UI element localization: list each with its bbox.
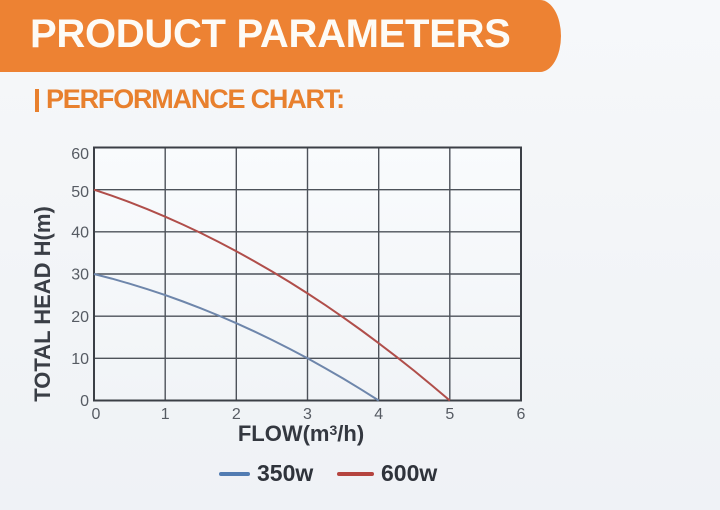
svg-text:40: 40 [71, 225, 89, 242]
svg-text:6: 6 [517, 406, 526, 423]
svg-text:30: 30 [71, 267, 89, 284]
svg-text:4: 4 [374, 406, 383, 423]
svg-text:50: 50 [71, 184, 89, 201]
svg-text:TOTAL HEAD H(m): TOTAL HEAD H(m) [30, 206, 55, 402]
svg-text:60: 60 [71, 146, 89, 163]
svg-text:2: 2 [232, 406, 241, 423]
svg-text:20: 20 [71, 309, 89, 326]
svg-text:1: 1 [161, 406, 170, 423]
svg-text:10: 10 [71, 351, 89, 368]
svg-text:FLOW(m3/h): FLOW(m3/h) [238, 421, 364, 446]
svg-text:0: 0 [80, 393, 89, 410]
svg-text:0: 0 [92, 406, 101, 423]
svg-text:3: 3 [303, 406, 312, 423]
svg-text:5: 5 [445, 406, 454, 423]
